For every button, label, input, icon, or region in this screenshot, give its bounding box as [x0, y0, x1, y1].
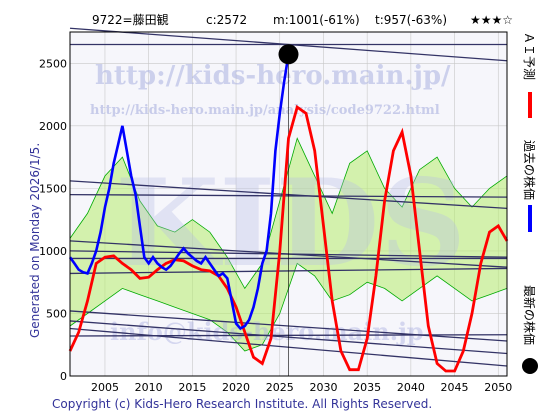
y-tick-label: 2500: [39, 57, 67, 70]
header-code: 9722=藤田観: [92, 13, 169, 27]
header-current-price: c:2572: [206, 13, 247, 27]
x-tick-label: 2025: [266, 381, 294, 394]
x-tick-label: 2040: [397, 381, 425, 394]
x-tick-label: 2020: [222, 381, 250, 394]
x-tick-label: 2015: [178, 381, 206, 394]
legend-latest-label: 最新の株価: [522, 285, 537, 345]
series: [68, 44, 509, 376]
header-rating-stars: ★★★☆: [470, 13, 513, 27]
legend-prediction-label: ＡＩ予測: [522, 32, 536, 80]
legend: ＡＩ予測 過去の株価 最新の株価: [522, 32, 538, 374]
y-tick-label: 500: [46, 307, 67, 320]
generated-date-text: Generated on Monday 2026/1/5.: [28, 143, 42, 338]
y-tick-label: 1000: [39, 245, 67, 258]
x-tick-label: 2045: [441, 381, 469, 394]
watermark-analysis-url: http://kids-hero.main.jp/analysis/code97…: [90, 103, 440, 118]
copyright-footer: Copyright (c) Kids-Hero Research Institu…: [52, 397, 432, 411]
latest-price-marker: [278, 44, 299, 65]
history-line: [68, 54, 290, 331]
prediction-line: [68, 104, 509, 373]
y-tick-label: 0: [60, 370, 67, 383]
x-tick-label: 2010: [135, 381, 163, 394]
y-tick-label: 1500: [39, 182, 67, 195]
plot-border: [69, 31, 508, 377]
legend-latest-marker: [522, 358, 538, 374]
axis-ticks: 2005 2010 2015 2020 2025 2030 2035 2040 2045 2050…: [39, 57, 512, 394]
y-tick-label: 2000: [39, 120, 67, 133]
legend-history-label: 過去の株価: [522, 140, 537, 200]
x-tick-label: 2050: [484, 381, 512, 394]
header-t-value: t:957(-63%): [375, 13, 447, 27]
x-tick-label: 2030: [309, 381, 337, 394]
watermark-url: http://kids-hero.main.jp/: [95, 61, 451, 91]
x-tick-label: 2035: [353, 381, 381, 394]
header-m-value: m:1001(-61%): [273, 13, 360, 27]
x-tick-label: 2005: [91, 381, 119, 394]
